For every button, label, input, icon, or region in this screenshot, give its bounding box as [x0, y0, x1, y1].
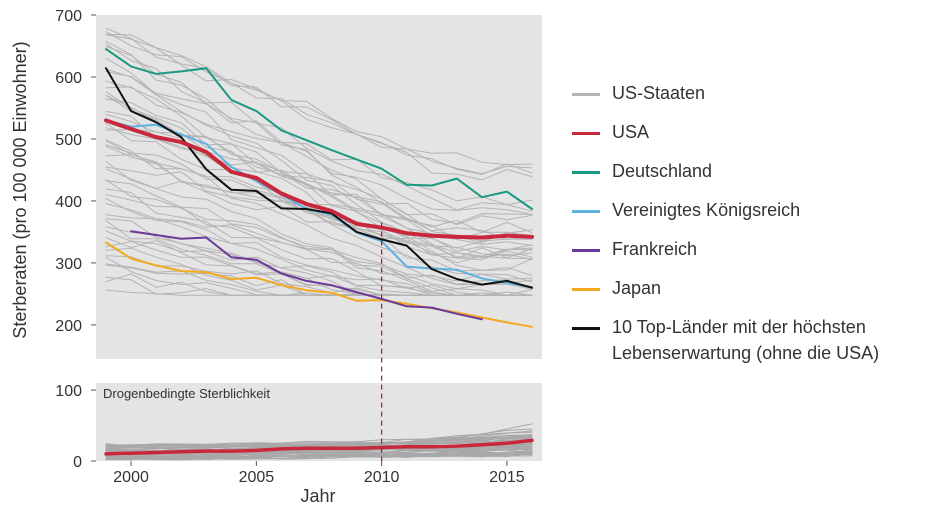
us-state-line [105, 179, 533, 290]
y-tick-label: 400 [55, 194, 82, 211]
legend-swatch [572, 93, 600, 96]
y-axis-label: Sterberaten (pro 100 000 Einwohner) [10, 41, 30, 338]
drug-us-state-line [105, 435, 533, 447]
legend-item-japan: Japan [572, 275, 922, 314]
us-state-line [105, 110, 533, 283]
y-tick-label: 700 [55, 8, 82, 25]
us-state-line [105, 98, 533, 240]
series-line-top10 [105, 67, 533, 289]
series-line-japan [105, 241, 533, 328]
legend-item-top10: 10 Top-Länder mit der höchsten Lebenserw… [572, 314, 922, 366]
y-tick-label: 200 [55, 318, 82, 335]
legend: US-Staaten USA Deutschland Vereinigtes K… [572, 80, 922, 366]
top-y-ticks: 200 300 400 500 600 700 [55, 8, 96, 335]
legend-item-usa: USA [572, 119, 922, 158]
legend-swatch [572, 327, 600, 330]
us-state-line [105, 31, 533, 181]
us-states-lines [105, 27, 533, 296]
bottom-panel-title: Drogenbedingte Sterblichkeit [103, 386, 270, 401]
us-state-line [105, 139, 533, 286]
legend-swatch [572, 249, 600, 252]
us-state-line [105, 33, 533, 166]
us-state-line [105, 154, 533, 257]
legend-swatch [572, 171, 600, 174]
x-ticks: 2000 2005 2010 2015 [113, 461, 525, 486]
legend-label: Deutschland [612, 161, 713, 181]
us-state-line [105, 27, 533, 175]
top-panel-bg [96, 15, 542, 359]
y-tick-label: 100 [55, 383, 82, 400]
x-tick-label: 2010 [364, 469, 400, 486]
drug-series-line-usa [104, 438, 534, 456]
drug-usa-line [104, 438, 534, 456]
bottom-y-ticks: 0 100 [55, 383, 96, 471]
y-tick-label: 0 [73, 454, 82, 471]
legend-item-frankreich: Frankreich [572, 236, 922, 275]
legend-label: Vereinigtes Königsreich [612, 200, 801, 220]
y-tick-label: 300 [55, 256, 82, 273]
legend-item-us-staaten: US-Staaten [572, 80, 922, 119]
us-state-line [105, 144, 533, 264]
us-state-line [105, 57, 533, 259]
us-state-line [105, 71, 533, 206]
legend-label: US-Staaten [612, 83, 706, 103]
series-line-usa [104, 118, 534, 240]
x-tick-label: 2015 [489, 469, 525, 486]
us-state-line [105, 168, 533, 261]
x-axis-label: Jahr [300, 486, 335, 505]
legend-label: USA [612, 122, 650, 142]
legend-item-deutschland: Deutschland [572, 158, 922, 197]
y-tick-label: 500 [55, 132, 82, 149]
y-tick-label: 600 [55, 70, 82, 87]
us-state-line [105, 80, 533, 271]
country-series-lines [104, 48, 534, 328]
legend-swatch [572, 132, 600, 135]
us-state-line [105, 180, 533, 296]
us-state-line [105, 203, 533, 290]
legend-label: 10 Top-Länder mit der höchsten Lebenserw… [612, 317, 880, 363]
series-line-deutschland [105, 48, 533, 210]
x-tick-label: 2000 [113, 469, 149, 486]
us-state-line [105, 68, 533, 252]
legend-label: Frankreich [612, 239, 698, 259]
us-state-line [105, 34, 533, 175]
us-state-line [105, 166, 533, 249]
drug-us-state-line [105, 446, 533, 460]
series-line-frankreich [130, 230, 483, 321]
drug-us-state-line [105, 450, 533, 459]
us-state-line [105, 43, 533, 212]
legend-item-uk: Vereinigtes Königsreich [572, 197, 922, 236]
x-tick-label: 2005 [239, 469, 275, 486]
legend-swatch [572, 288, 600, 291]
legend-swatch [572, 210, 600, 213]
legend-label: Japan [612, 278, 662, 298]
us-state-line [105, 160, 533, 296]
